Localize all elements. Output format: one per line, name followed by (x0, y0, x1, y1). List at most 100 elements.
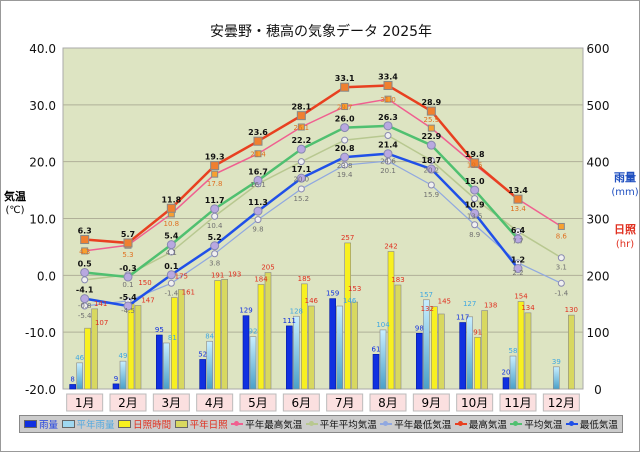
left-tick-label: 10.0 (29, 213, 56, 227)
bar-label: 111 (283, 317, 296, 325)
bar-label: 146 (305, 297, 319, 305)
point-label: 8.6 (556, 232, 568, 240)
marker-最低気温 (253, 206, 263, 216)
point-label: 6.4 (511, 226, 526, 235)
point-label: 33.4 (378, 73, 398, 82)
marker-最低気温 (383, 149, 393, 159)
right-tick-label: 300 (587, 213, 610, 227)
bar-平年日照 (308, 305, 315, 390)
point-label: 5.4 (164, 232, 179, 241)
bar-label: 175 (175, 273, 188, 281)
bar-雨量 (286, 325, 293, 390)
bar-日照時間 (171, 297, 178, 390)
marker-最高気温 (123, 238, 133, 248)
legend-swatch (174, 420, 188, 428)
bar-label: 191 (211, 271, 224, 279)
bar-平年雨量 (119, 360, 127, 390)
bar-雨量 (329, 298, 336, 390)
marker-最低気温 (426, 164, 436, 174)
bar-label: 184 (254, 275, 268, 283)
marker-平年最低気温 (297, 185, 305, 193)
bar-平年日照 (394, 284, 402, 390)
right-tick-label: 500 (587, 99, 610, 113)
bar-label: 52 (198, 350, 207, 358)
bar-日照時間 (474, 336, 481, 390)
left-axis-unit: (℃) (5, 205, 24, 216)
point-label: 5.7 (121, 230, 135, 239)
marker-平均気温 (123, 272, 133, 282)
left-tick-label: -10.0 (25, 326, 56, 340)
month-label-box (369, 393, 407, 412)
point-label: 13.4 (510, 205, 526, 213)
marker-平年最高気温 (384, 95, 392, 103)
bar-平年雨量 (466, 316, 473, 390)
left-tick-label: 40.0 (29, 42, 56, 56)
bar-平年日照 (221, 279, 228, 390)
marker-平年平均気温 (427, 157, 435, 165)
legend-line-swatch (305, 421, 318, 426)
right-tick-label: 100 (587, 326, 610, 340)
marker-平年平均気温 (471, 195, 479, 203)
legend-item: 最低気温 (565, 417, 618, 431)
bar-日照時間 (431, 306, 438, 390)
point-label: 15.0 (465, 177, 485, 186)
marker-平年最低気温 (254, 216, 262, 224)
month-label: 2月 (118, 396, 138, 410)
marker-最高気温 (513, 194, 523, 204)
bar-label: 134 (521, 304, 535, 312)
legend-label: 雨量 (39, 420, 59, 431)
point-label: -5.4 (119, 293, 137, 302)
marker-最高気温 (296, 111, 306, 121)
legend-item: 平年日照 (174, 417, 228, 431)
marker-平均気温 (340, 123, 350, 133)
month-label-box (239, 393, 277, 412)
bar-label: 157 (420, 291, 433, 299)
month-label-box (456, 393, 494, 412)
marker-最高気温 (80, 235, 90, 245)
point-label: 4.3 (79, 248, 90, 256)
bar-label: 84 (205, 332, 214, 340)
point-label: 20.0 (294, 176, 310, 184)
bar-雨量 (112, 383, 120, 390)
legend-item: 日照時間 (118, 417, 171, 431)
marker-最高気温 (426, 106, 436, 116)
point-label: 28.1 (291, 103, 311, 112)
bar-label: 95 (155, 326, 164, 334)
bar-label: 58 (509, 347, 518, 355)
bar-日照時間 (344, 242, 351, 390)
left-tick-label: 20.0 (29, 156, 56, 170)
point-label: 18.7 (421, 156, 441, 165)
legend-line-swatch (565, 421, 578, 426)
month-label-box (282, 393, 320, 412)
month-label: 9月 (422, 396, 442, 410)
legend-label: 平年日照 (189, 420, 228, 431)
bar-平年雨量 (553, 366, 560, 390)
point-label: 0.1 (122, 281, 133, 289)
left-tick-label: -20.0 (25, 383, 56, 397)
point-label: 17.8 (207, 180, 223, 188)
bar-日照時間 (301, 283, 308, 390)
month-label: 6月 (292, 396, 312, 410)
bar-label: 128 (290, 307, 303, 315)
marker-平均気温 (426, 140, 436, 150)
bar-日照時間 (127, 303, 135, 390)
point-label: 19.8 (465, 150, 485, 159)
month-label-box (196, 393, 234, 412)
bar-label: 92 (249, 328, 258, 336)
point-label: 11.7 (205, 196, 225, 205)
point-label: 3.8 (209, 260, 220, 268)
right-tick-label: 600 (587, 42, 610, 56)
legend-item: 平年最高気温 (231, 417, 302, 431)
bar-label: 138 (484, 302, 497, 310)
legend-item: 平年雨量 (61, 417, 115, 431)
bar-label: 154 (514, 292, 528, 300)
point-label: 26.3 (378, 113, 398, 122)
bar-label: 185 (298, 275, 311, 283)
marker-最低気温 (210, 241, 220, 251)
marker-平均気温 (166, 240, 176, 250)
bar-平年日照 (178, 289, 185, 390)
bar-平年雨量 (423, 299, 430, 390)
point-label: 5.3 (122, 251, 133, 259)
point-label: 20.2 (424, 167, 440, 175)
bar-平年日照 (264, 272, 272, 390)
